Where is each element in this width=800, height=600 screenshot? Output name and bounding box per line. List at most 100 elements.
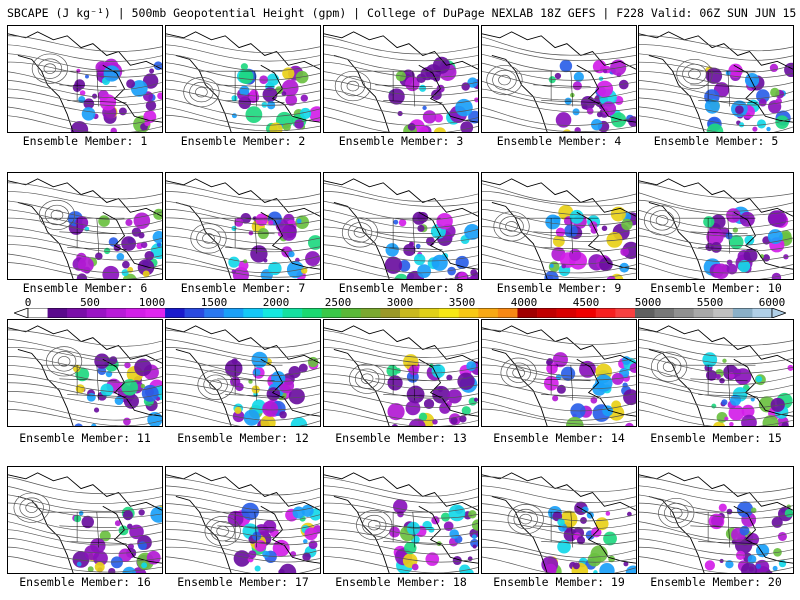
- height-contour: [8, 347, 162, 363]
- height-contour: [639, 391, 793, 409]
- cape-shading: [440, 512, 451, 522]
- cape-shading: [77, 257, 94, 273]
- cape-shading: [149, 68, 155, 74]
- cape-shading: [279, 411, 287, 419]
- height-contour: [639, 218, 793, 237]
- height-contour: [498, 74, 511, 86]
- height-contour: [8, 61, 162, 78]
- cape-shading: [703, 216, 715, 228]
- coastline: [639, 31, 793, 132]
- cape-shading: [234, 406, 242, 414]
- colorbar-tick-label: 1500: [200, 296, 228, 309]
- height-contour: [324, 347, 478, 364]
- height-contour: [658, 497, 695, 529]
- height-contour: [324, 512, 478, 530]
- height-contour: [482, 71, 636, 89]
- colorbar-max-arrow: [771, 308, 786, 318]
- cape-shading: [122, 566, 137, 573]
- colorbar-segment: [537, 308, 557, 318]
- political-borders: [41, 217, 127, 254]
- colorbar-tick-label: 3500: [448, 296, 476, 309]
- height-contour: [324, 106, 478, 126]
- colorbar-segment: [145, 308, 166, 318]
- colorbar-tick-label: 3000: [386, 296, 414, 309]
- height-contour: [197, 369, 234, 400]
- cape-shading: [464, 224, 478, 240]
- height-contour: [639, 209, 793, 229]
- height-contour: [519, 513, 532, 525]
- height-contour: [324, 61, 478, 78]
- cape-shading: [431, 89, 442, 101]
- sbcape-colorbar: 0 500 1000 1500 2000 2500 3000 3500 4000 4500 5000…: [14, 296, 786, 320]
- cape-shading: [422, 105, 427, 111]
- height-contour: [639, 182, 793, 199]
- height-contour: [51, 351, 77, 372]
- colorbar-tick-label: 2000: [262, 296, 290, 309]
- height-contour: [482, 36, 636, 56]
- height-contour: [8, 44, 162, 62]
- cape-shading: [728, 372, 735, 379]
- cape-shading: [726, 508, 733, 515]
- cape-shading: [713, 263, 729, 279]
- cape-shading: [275, 86, 284, 95]
- colorbar-tick-label: 4500: [572, 296, 600, 309]
- cape-shading: [299, 107, 312, 120]
- cape-shading: [572, 562, 580, 570]
- height-contour: [639, 538, 793, 556]
- colorbar-tick-label: 1000: [138, 296, 166, 309]
- height-contour: [8, 217, 162, 234]
- cape-shading: [603, 531, 617, 546]
- height-contour: [324, 183, 478, 202]
- height-contour: [166, 485, 320, 504]
- height-contour: [482, 503, 636, 522]
- cape-shading: [243, 409, 260, 426]
- cape-shading: [739, 211, 755, 227]
- political-borders: [515, 217, 601, 254]
- cape-shading: [725, 560, 734, 569]
- colorbar-segment: [165, 308, 185, 318]
- cape-shading: [81, 107, 96, 121]
- cape-shading: [758, 98, 767, 107]
- height-contour: [639, 338, 793, 358]
- height-contour: [8, 97, 162, 114]
- cape-shading: [243, 259, 248, 264]
- height-contour: [639, 502, 793, 519]
- cape-shading: [459, 415, 467, 423]
- colorbar-tick-label: 6000: [758, 296, 786, 309]
- ensemble-map: [324, 31, 478, 132]
- ensemble-member-caption: Ensemble Member: 8: [338, 281, 464, 295]
- cape-shading: [572, 81, 582, 91]
- height-contour: [639, 44, 793, 61]
- cape-shading: [460, 121, 474, 132]
- height-contour: [651, 351, 688, 382]
- height-contour: [482, 494, 636, 513]
- height-contour: [8, 476, 162, 495]
- colorbar-segment: [28, 308, 48, 318]
- cape-shading: [432, 56, 451, 74]
- cape-shading: [224, 359, 243, 378]
- ensemble-map-panel: [7, 466, 163, 574]
- height-contour: [8, 71, 162, 91]
- height-contour: [166, 364, 320, 382]
- cape-shading: [756, 119, 767, 129]
- cape-shading: [706, 369, 717, 381]
- height-contour: [166, 200, 320, 221]
- colorbar-segment: [243, 308, 264, 318]
- height-contour: [324, 400, 478, 421]
- height-contour: [183, 77, 220, 108]
- cape-shading: [156, 242, 162, 248]
- colorbar-segment: [595, 308, 616, 318]
- height-contour: [8, 485, 162, 504]
- height-contour: [195, 86, 208, 98]
- ensemble-map: [639, 31, 793, 132]
- height-contour: [482, 476, 636, 493]
- height-contour: [8, 191, 162, 208]
- height-contour: [639, 521, 793, 541]
- cape-shading: [245, 106, 263, 123]
- cape-shading: [85, 74, 89, 79]
- cape-shading: [544, 563, 557, 573]
- cape-shading: [93, 407, 100, 413]
- height-contour: [166, 512, 320, 531]
- ensemble-map-panel: [323, 319, 479, 427]
- cape-shading: [263, 258, 268, 263]
